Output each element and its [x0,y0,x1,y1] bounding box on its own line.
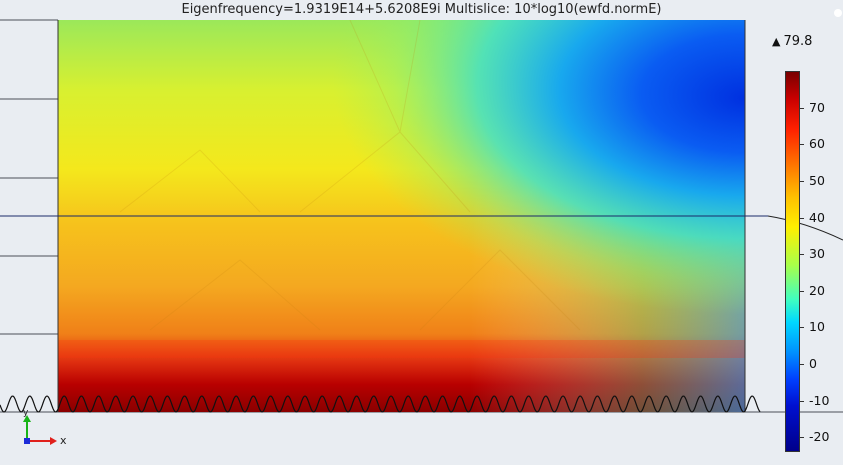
colorbar-max: ▲ 79.8 [772,34,812,49]
colorbar-tick-mark [800,290,804,292]
colorbar-tick-mark [800,254,804,256]
colorbar-tick-label: 40 [809,209,825,225]
colorbar-tick-mark [800,364,804,366]
max-triangle-icon: ▲ [772,35,781,48]
colorbar-tick-mark [800,327,804,329]
plot-title: Eigenfrequency=1.9319E14+5.6208E9i Multi… [181,2,662,17]
colorbar-tick-label: 60 [809,136,825,152]
x-axis-label: x [60,434,67,447]
colorbar-tick-label: 10 [809,319,825,335]
grating-boundary [0,395,761,413]
colorbar-tick-label: -20 [809,429,830,445]
window-corner-dot [834,9,842,17]
colorbar-tick-label: -10 [809,392,830,408]
y-axis-label: y [23,408,29,418]
colorbar-tick-label: 30 [809,246,825,262]
colorbar-tick-label: 70 [809,99,825,115]
colorbar-tick-mark [800,437,804,439]
colorbar-tick-label: 50 [809,172,825,188]
axis-triad [23,415,57,445]
colorbar-tick-mark [800,180,804,182]
colorbar-max-value: 79.8 [783,34,813,49]
colorbar-tick-label: 20 [809,282,825,298]
colorbar-tick-label: 0 [809,356,817,372]
origin-marker [24,438,30,444]
colorbar-tick-mark [800,400,804,402]
colorbar-tick-mark [800,144,804,146]
colorbar-tick-mark [800,107,804,109]
colorbar-tick-mark [800,217,804,219]
colorbar [785,71,800,452]
domain-border [0,20,843,412]
